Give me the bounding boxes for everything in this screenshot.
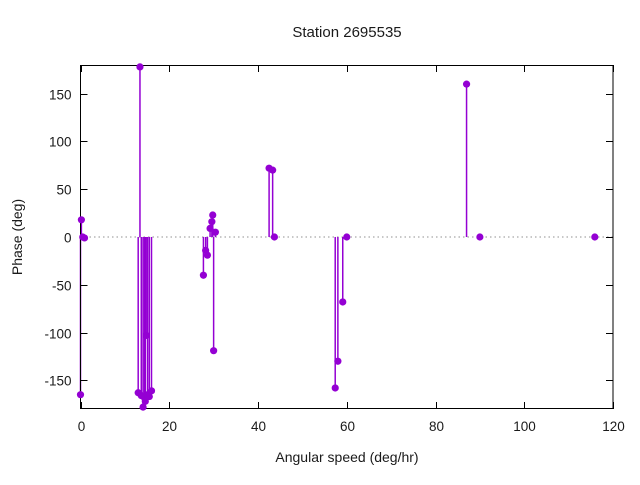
x-tick-label: 120 bbox=[602, 419, 625, 434]
data-point bbox=[77, 216, 85, 224]
data-point bbox=[339, 298, 347, 306]
data-point bbox=[141, 397, 149, 405]
data-point bbox=[331, 384, 339, 392]
x-tick-label: 60 bbox=[340, 419, 355, 434]
x-tick-label: 100 bbox=[513, 419, 536, 434]
data-point bbox=[270, 233, 279, 241]
data-point bbox=[269, 166, 277, 174]
data-point bbox=[334, 357, 342, 365]
x-tick-label: 0 bbox=[78, 419, 86, 434]
data-point bbox=[203, 251, 212, 259]
data-point bbox=[462, 80, 471, 88]
x-tick-label: 40 bbox=[251, 419, 266, 434]
data-point bbox=[208, 218, 216, 226]
data-point bbox=[211, 228, 219, 236]
data-point bbox=[76, 391, 85, 399]
data-point bbox=[343, 233, 351, 241]
data-point bbox=[136, 63, 144, 71]
data-point bbox=[147, 387, 156, 395]
y-tick-label: -100 bbox=[44, 327, 71, 342]
y-tick-label: -150 bbox=[44, 374, 71, 389]
data-point bbox=[210, 347, 218, 355]
data-point bbox=[145, 392, 153, 401]
y-tick-label: 100 bbox=[49, 135, 72, 150]
y-tick-label: 50 bbox=[56, 183, 71, 198]
data-point bbox=[206, 224, 214, 232]
data-point bbox=[142, 331, 150, 340]
x-tick-label: 80 bbox=[429, 419, 444, 434]
data-point bbox=[476, 233, 484, 241]
data-point bbox=[199, 271, 208, 279]
data-point bbox=[80, 234, 89, 242]
y-axis-label: Phase (deg) bbox=[9, 198, 25, 276]
data-point bbox=[209, 211, 217, 219]
x-tick-label: 20 bbox=[162, 419, 177, 434]
y-tick-label: 150 bbox=[49, 88, 72, 103]
y-tick-label: -50 bbox=[52, 279, 72, 294]
y-tick-label: 0 bbox=[64, 231, 72, 246]
chart-title: Station 2695535 bbox=[292, 24, 402, 41]
data-point bbox=[591, 233, 599, 241]
data-point bbox=[139, 403, 147, 411]
x-axis-label: Angular speed (deg/hr) bbox=[275, 449, 419, 465]
